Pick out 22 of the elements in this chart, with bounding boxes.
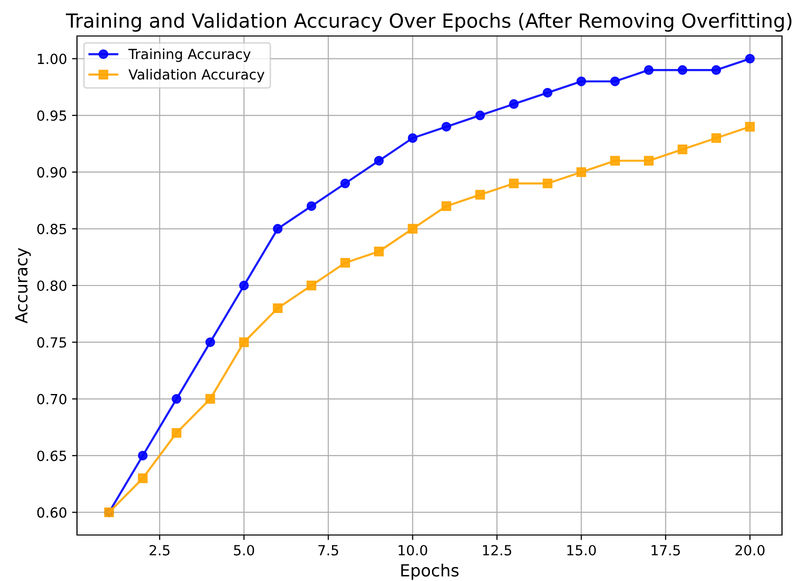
y-tick-label: 0.70 xyxy=(37,394,66,404)
y-tick-label: 0.65 xyxy=(37,450,66,462)
x-tick-label: 12.5 xyxy=(483,544,512,556)
y-tick-label: 0.95 xyxy=(37,110,66,121)
x-tick-label: 10.0 xyxy=(398,544,428,556)
x-axis-title: Epochs xyxy=(401,564,459,580)
y-tick-label: 0.80 xyxy=(37,280,66,291)
x-tick-label: 2.5 xyxy=(150,544,170,556)
x-tick-label: 15.0 xyxy=(567,544,596,556)
x-tick-label: 5.0 xyxy=(234,544,254,556)
chart-title: Training and Validation Accuracy Over Epochs (After Removing Overfitting) xyxy=(66,12,792,32)
y-axis-title: Accuracy xyxy=(15,248,31,324)
y-tick-label: 1.00 xyxy=(38,54,66,64)
x-tick-label: 7.5 xyxy=(318,545,338,556)
y-tick-label: 0.75 xyxy=(37,337,66,348)
x-tick-label: 20.0 xyxy=(736,544,764,556)
y-tick-label: 0.60 xyxy=(37,507,66,518)
y-tick-label: 0.90 xyxy=(37,167,66,178)
legend-label: Training Accuracy xyxy=(128,48,251,62)
x-tick-label: 17.5 xyxy=(652,545,680,556)
legend-label: Validation Accuracy xyxy=(128,68,264,82)
y-tick-label: 0.85 xyxy=(37,224,66,234)
